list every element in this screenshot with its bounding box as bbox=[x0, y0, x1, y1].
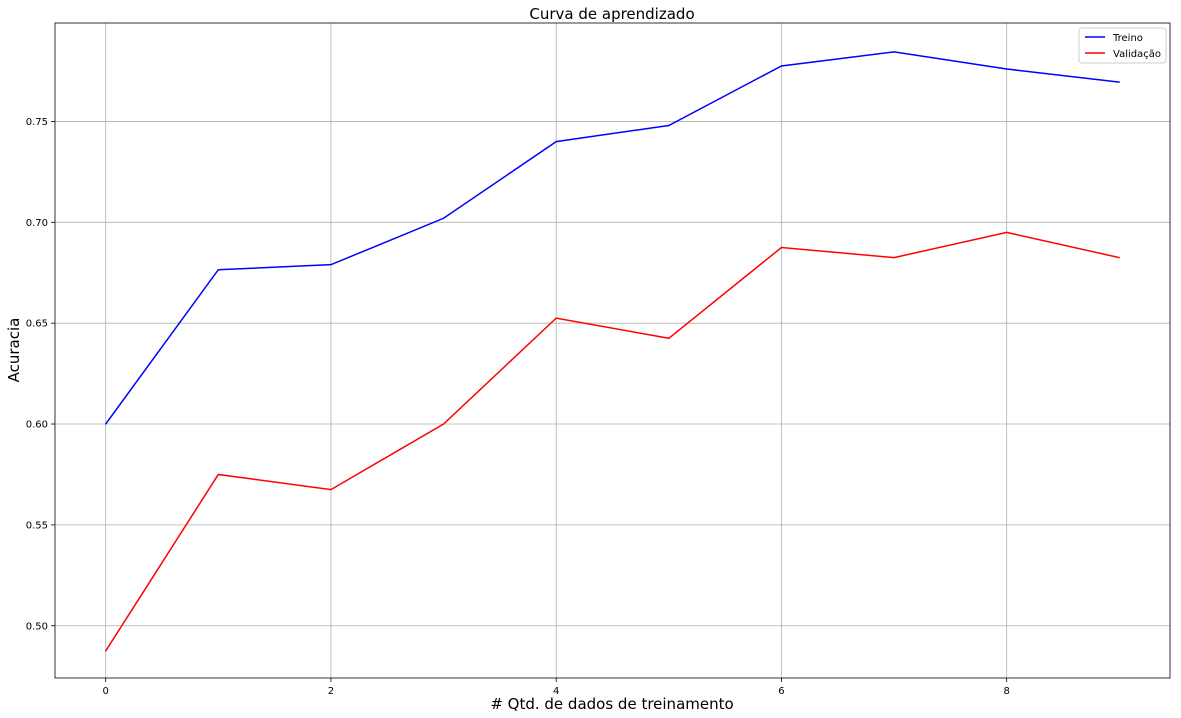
data-point-treino bbox=[780, 65, 783, 67]
x-axis-label: # Qtd. de dados de treinamento bbox=[490, 695, 733, 713]
data-point-validacao bbox=[1006, 231, 1008, 233]
data-point-treino bbox=[442, 217, 445, 219]
data-point-validacao bbox=[217, 473, 219, 476]
y-axis-ticks: 0.50 0.55 0.60 0.65 0.70 0.75 bbox=[26, 117, 55, 632]
x-tick-label: 2 bbox=[328, 686, 334, 697]
data-point-treino bbox=[668, 124, 670, 127]
data-point-validacao bbox=[668, 337, 670, 339]
y-tick-label: 0.55 bbox=[26, 520, 48, 531]
y-tick-label: 0.70 bbox=[26, 218, 48, 229]
series-lines bbox=[105, 51, 1120, 652]
data-point-validacao bbox=[330, 488, 332, 491]
x-tick-label: 0 bbox=[102, 686, 108, 697]
series-line-treino bbox=[105, 51, 1120, 425]
chart-title: Curva de aprendizado bbox=[529, 5, 694, 23]
legend: Treino Validação bbox=[1078, 27, 1167, 64]
y-tick-label: 0.65 bbox=[26, 319, 48, 330]
x-tick-label: 6 bbox=[778, 686, 784, 697]
series-line-validacao bbox=[105, 231, 1120, 652]
data-point-validacao bbox=[1118, 257, 1120, 259]
y-tick-label: 0.60 bbox=[26, 420, 48, 431]
data-point-validacao bbox=[105, 650, 107, 652]
data-point-treino bbox=[105, 423, 107, 425]
data-point-validacao bbox=[893, 257, 895, 259]
x-tick-label: 4 bbox=[553, 686, 559, 697]
y-tick-label: 0.50 bbox=[26, 621, 48, 632]
data-point-treino bbox=[893, 51, 895, 53]
x-axis-ticks: 0 2 4 6 8 bbox=[102, 678, 1010, 697]
data-point-treino bbox=[330, 264, 332, 266]
x-tick-label: 8 bbox=[1004, 686, 1010, 697]
data-point-validacao bbox=[780, 246, 783, 249]
data-point-treino bbox=[1118, 81, 1120, 83]
y-axis-label: Acuracia bbox=[5, 318, 23, 383]
data-point-treino bbox=[555, 141, 557, 143]
legend-label-validacao: Validação bbox=[1113, 49, 1161, 60]
plot-frame bbox=[54, 22, 1171, 679]
y-tick-label: 0.75 bbox=[26, 117, 48, 128]
data-point-treino bbox=[217, 269, 219, 271]
data-point-validacao bbox=[555, 317, 557, 319]
legend-label-treino: Treino bbox=[1112, 33, 1143, 44]
data-point-treino bbox=[1006, 68, 1008, 70]
grid bbox=[55, 23, 1170, 678]
data-point-validacao bbox=[442, 423, 445, 425]
